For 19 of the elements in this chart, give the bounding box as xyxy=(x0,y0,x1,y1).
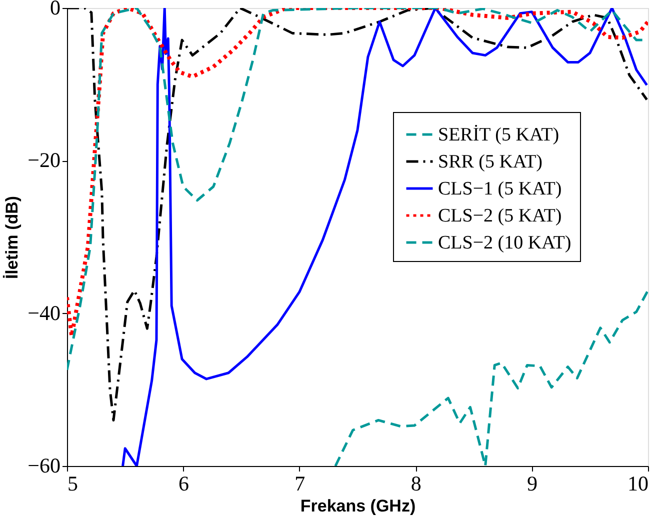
line-series xyxy=(122,8,648,466)
legend-label: CLS−1 (5 KAT) xyxy=(438,178,562,200)
x-axis-title: Frekans (GHz) xyxy=(300,496,416,516)
x-tick-label: 6 xyxy=(178,472,189,496)
legend-label: SERİT (5 KAT) xyxy=(438,124,560,146)
legend-label: CLS−2 (10 KAT) xyxy=(438,232,572,254)
legend-label: CLS−2 (5 KAT) xyxy=(438,206,562,226)
x-tick-label: 9 xyxy=(527,472,538,496)
y-tick-label: −60 xyxy=(28,454,60,478)
line-series xyxy=(334,289,648,466)
legend-label: SRR (5 KAT) xyxy=(438,152,543,172)
x-tick-label: 5 xyxy=(68,472,78,496)
x-tick-label: 10 xyxy=(628,472,648,496)
y-tick-label: 0 xyxy=(50,0,60,20)
x-tick-label: 7 xyxy=(294,472,306,496)
x-tick-label: 8 xyxy=(410,472,422,496)
y-tick-label: −20 xyxy=(28,148,60,172)
y-axis-title: İletim (dB) xyxy=(2,196,22,280)
y-tick-label: −40 xyxy=(28,300,60,325)
